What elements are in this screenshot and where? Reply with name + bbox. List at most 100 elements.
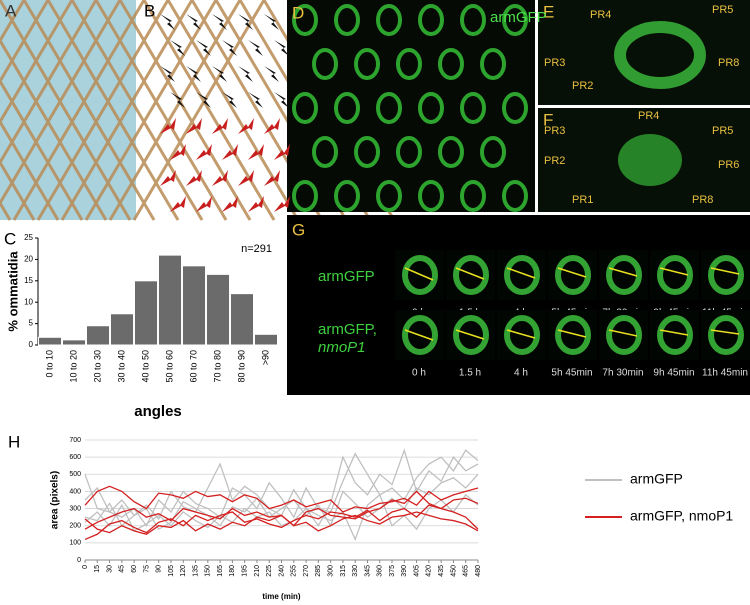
bar [229, 293, 255, 346]
bar [61, 339, 87, 346]
cell [453, 255, 489, 295]
y-tick-label: 700 [69, 437, 81, 444]
axis-marker [710, 329, 740, 335]
arrow [196, 196, 212, 212]
y-tick-label: 15 [24, 276, 33, 285]
y-tick-label: 500 [69, 471, 81, 478]
panel-label: G [292, 220, 305, 239]
cell [480, 136, 506, 168]
cell [354, 136, 380, 168]
arrow [186, 14, 201, 30]
x-tick-label: 135 [192, 565, 199, 577]
mesh-line [36, 0, 170, 221]
cell [606, 255, 642, 295]
x-tick-label: 450 [450, 565, 457, 577]
panel-label: C [4, 229, 16, 248]
x-tick-label: 420 [426, 565, 433, 577]
axis-marker [557, 267, 587, 278]
y-tick-label: 100 [69, 540, 81, 547]
mesh-line [0, 0, 98, 166]
x-tick-label: 480 [475, 565, 482, 577]
pr-label: PR4 [638, 110, 659, 122]
cell [555, 255, 591, 295]
cell [354, 48, 380, 80]
arrow [274, 144, 290, 160]
row-label: armGFP, [318, 321, 377, 338]
x-tick-label: 20 to 30 [92, 350, 102, 383]
arrow [222, 40, 237, 56]
arrow [160, 118, 176, 134]
x-tick-label: 60 to 70 [188, 350, 198, 383]
mesh-line [0, 0, 26, 44]
y-tick-label: 25 [24, 233, 33, 242]
x-axis-title: angles [134, 403, 182, 420]
arrow [196, 92, 211, 108]
pr-labels-e: PR4 PR5 PR3 PR8 PR2 [544, 4, 739, 92]
time-label: 1.5 h [459, 368, 481, 379]
mesh-line [0, 0, 50, 85]
arrow [212, 14, 227, 30]
arrow [186, 66, 201, 82]
axis-marker [404, 267, 434, 281]
cell [376, 180, 402, 212]
x-tick-label: 80 to 90 [236, 350, 246, 383]
x-axis-title: time (min) [262, 592, 301, 601]
cell [502, 180, 528, 212]
arrow [248, 196, 264, 212]
axis-marker [659, 329, 689, 336]
annotation: n=291 [241, 243, 272, 255]
x-tick-label: 195 [242, 565, 249, 577]
x-tick-label: 285 [315, 565, 322, 577]
cell [460, 92, 486, 124]
panel-label: D [292, 3, 304, 22]
bar [109, 313, 135, 346]
cell [418, 92, 444, 124]
image-d [287, 0, 535, 212]
arrow [170, 144, 186, 160]
time-label: 0 h [412, 368, 426, 379]
arrow [264, 14, 279, 30]
x-tick-label: 50 to 60 [164, 350, 174, 383]
cell [453, 315, 489, 355]
axis-marker [608, 329, 638, 337]
x-tick-label: 15 [94, 565, 101, 573]
arrow [274, 92, 289, 108]
x-tick-label: 180 [229, 565, 236, 577]
arrow [160, 170, 176, 186]
time-label: 4 h [514, 368, 528, 379]
pr-labels-f: PR4 PR3 PR5 PR2 PR6 PR1 PR8 [544, 110, 739, 206]
row-label: armGFP [318, 268, 375, 285]
pr-label: PR2 [544, 155, 565, 167]
x-tick-label: 315 [340, 565, 347, 577]
row-label: nmoP1 [318, 339, 366, 356]
arrow [196, 144, 212, 160]
axis-marker [557, 329, 587, 338]
x-tick-label: 105 [168, 565, 175, 577]
y-tick-label: 200 [69, 523, 81, 530]
x-tick-label: 240 [278, 565, 285, 577]
time-label: 11h 45min [702, 368, 748, 379]
image-g [287, 215, 750, 395]
cell [502, 4, 528, 36]
cell [657, 315, 693, 355]
cell [708, 315, 744, 355]
line-trace [84, 449, 479, 527]
line-trace [84, 485, 479, 513]
x-tick-label: 30 [106, 565, 113, 573]
x-tick-label: 390 [401, 565, 408, 577]
mesh-line [94, 0, 228, 221]
arrow [212, 66, 227, 82]
bar [205, 273, 231, 346]
cell [606, 315, 642, 355]
arrow [248, 92, 263, 108]
arrow [222, 144, 238, 160]
x-tick-label: 300 [327, 565, 334, 577]
line-trace [84, 493, 479, 542]
arrow [264, 66, 279, 82]
cell [396, 48, 422, 80]
axis-marker [455, 267, 485, 280]
cell [334, 180, 360, 212]
pr-label: PR5 [712, 4, 733, 16]
panel-label: A [5, 1, 17, 20]
arrow [186, 118, 202, 134]
